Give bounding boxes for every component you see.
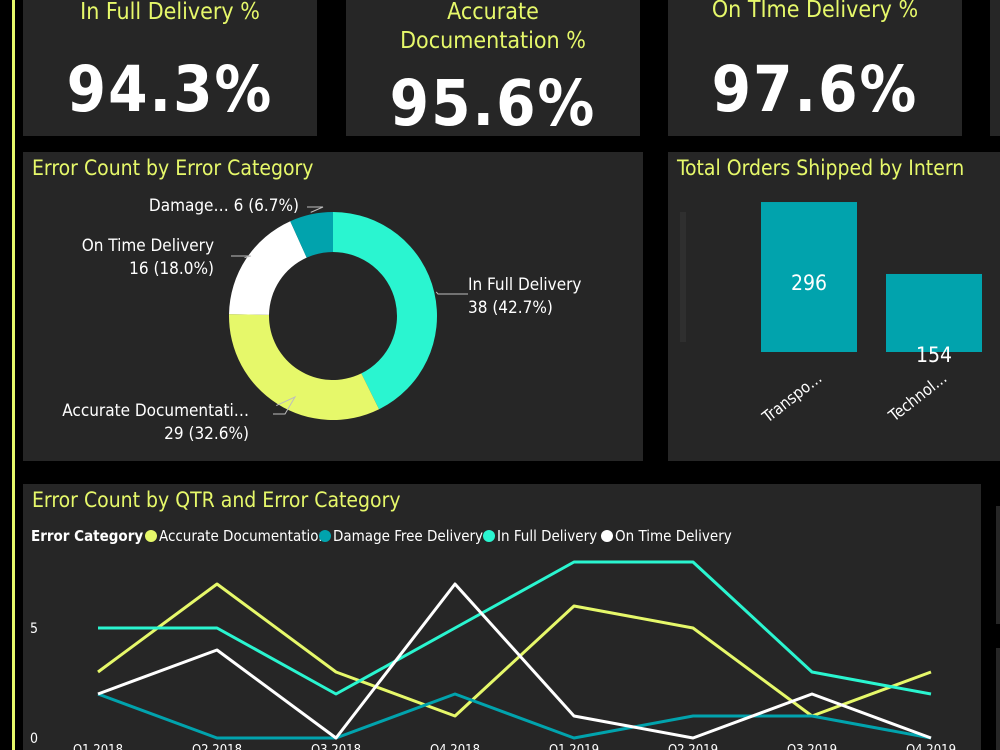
donut-leader-line xyxy=(231,255,252,259)
bar-data-label: 154 xyxy=(916,343,952,367)
y-axis-title-faint xyxy=(680,212,686,342)
donut-slice[interactable] xyxy=(229,314,380,420)
kpi-value: 95.6% xyxy=(389,67,597,140)
line-panel[interactable]: Error Count by QTR and Error Category Er… xyxy=(23,484,981,750)
donut-slice[interactable] xyxy=(333,212,438,410)
x-tick-label: Q2 2018 xyxy=(192,743,242,750)
x-tick-label: Technol… xyxy=(884,368,950,426)
donut-leader-line xyxy=(435,291,468,295)
legend-marker xyxy=(483,530,495,542)
bar-chart: 296 Transpo… 154Technol… xyxy=(680,202,982,427)
x-tick-label: Q4 2019 xyxy=(906,743,956,750)
kpi-card-on-time-delivery[interactable]: On TIme Delivery % 97.6% xyxy=(668,0,962,136)
kpi-value: 97.6% xyxy=(711,53,919,126)
bar[interactable] xyxy=(761,202,857,352)
bar-data-label: 296 xyxy=(791,271,827,295)
donut-label: Damage… 6 (6.7%) xyxy=(149,196,299,216)
donut-slice[interactable] xyxy=(229,221,307,315)
legend-marker xyxy=(601,530,613,542)
kpi-card-partial xyxy=(990,0,1000,136)
legend-item: In Full Delivery xyxy=(497,527,597,545)
donut-value: 16 (18.0%) xyxy=(129,259,214,279)
legend-item: On Time Delivery xyxy=(615,527,732,545)
kpi-title: Accurate Documentation % xyxy=(400,0,586,54)
donut-leader-line xyxy=(307,206,324,213)
x-tick-label: Q2 2019 xyxy=(668,743,718,750)
x-tick-label: Q1 2018 xyxy=(73,743,123,750)
left-edge-divider xyxy=(12,0,15,750)
series-line[interactable] xyxy=(97,582,932,740)
kpi-value: 94.3% xyxy=(66,53,274,126)
donut-label: On Time Delivery xyxy=(82,236,214,256)
x-tick-label: Transpo… xyxy=(758,368,826,427)
y-tick-label: 0 xyxy=(30,731,38,747)
donut-slice[interactable] xyxy=(290,212,333,258)
legend-title: Error Category xyxy=(31,527,143,545)
side-tile-partial xyxy=(996,506,1000,624)
legend-marker xyxy=(319,530,331,542)
x-tick-label: Q3 2018 xyxy=(311,743,361,750)
bar-panel[interactable]: Total Orders Shipped by Intern 296 Transp… xyxy=(668,152,1000,461)
line-title: Error Count by QTR and Error Category xyxy=(32,488,401,512)
bar-title: Total Orders Shipped by Intern xyxy=(677,156,965,180)
x-tick-label: Q3 2019 xyxy=(787,743,837,750)
donut-panel[interactable]: Error Count by Error Category In Full De… xyxy=(23,152,643,461)
donut-title: Error Count by Error Category xyxy=(32,156,314,180)
donut-leader-line xyxy=(273,395,297,415)
x-tick-label: Q4 2018 xyxy=(430,743,480,750)
bar[interactable] xyxy=(886,273,982,352)
kpi-title: On TIme Delivery % xyxy=(711,0,919,23)
line-chart: Error Category Accurate Documentation Dama… xyxy=(30,527,956,750)
legend-item: Accurate Documentation xyxy=(159,527,327,545)
kpi-card-in-full-delivery[interactable]: In Full Delivery % 94.3% xyxy=(23,0,317,136)
side-tile-partial xyxy=(996,648,1000,750)
donut-value: 38 (42.7%) xyxy=(468,298,553,318)
donut-chart: In Full Delivery 38 (42.7%) Accurate Docum… xyxy=(62,196,581,444)
donut-label: Accurate Documentati… xyxy=(62,401,249,421)
x-tick-label: Q1 2019 xyxy=(549,743,599,750)
donut-value: 29 (32.6%) xyxy=(164,424,249,444)
donut-label: In Full Delivery xyxy=(468,275,581,295)
legend-marker xyxy=(145,530,157,542)
series-line[interactable] xyxy=(98,560,932,696)
y-tick-label: 5 xyxy=(30,621,38,637)
legend-item: Damage Free Delivery xyxy=(333,527,483,545)
kpi-title: In Full Delivery % xyxy=(80,0,260,25)
kpi-card-accurate-documentation[interactable]: Accurate Documentation % 95.6% xyxy=(346,0,640,140)
series-line[interactable] xyxy=(97,692,932,740)
